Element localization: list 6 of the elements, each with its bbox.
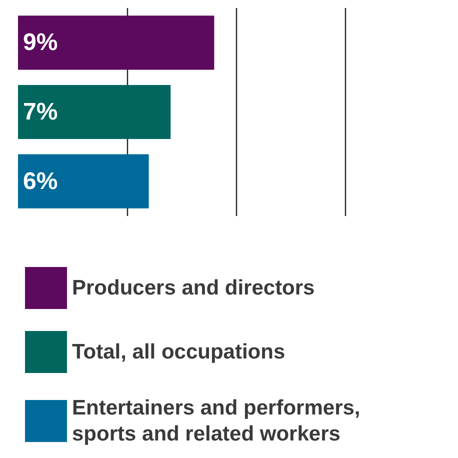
data-label: 6%	[23, 168, 58, 195]
data-label: 7%	[23, 98, 58, 126]
legend-label: Entertainers and performers, sports and related workers	[72, 396, 366, 446]
data-label: 9%	[23, 29, 58, 56]
legend-label: Total, all occupations	[72, 340, 286, 364]
legend-label: Producers and directors	[72, 276, 315, 300]
